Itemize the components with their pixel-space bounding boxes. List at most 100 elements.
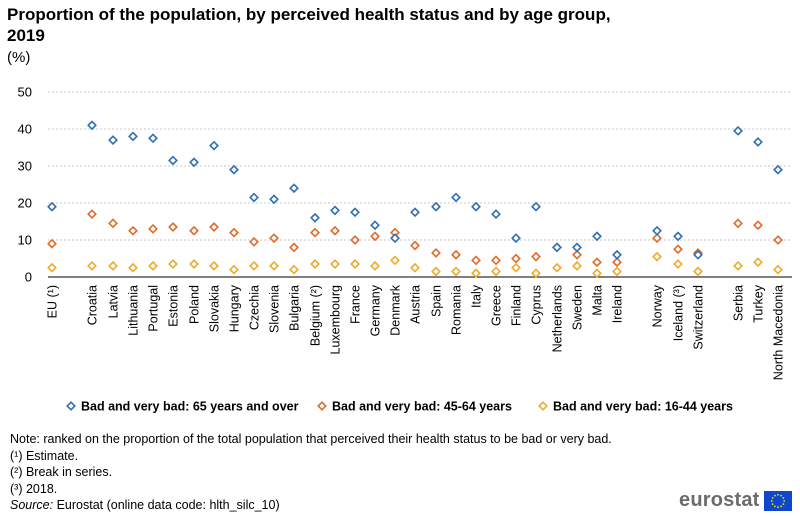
x-tick-label: EU (¹) [46,285,60,318]
data-point [249,260,259,271]
data-point [491,255,501,266]
data-point [269,194,279,205]
x-tick-label: Lithuania [127,285,141,336]
x-tick-label: Croatia [86,285,100,325]
data-point [229,227,239,238]
x-tick-label: Romania [450,285,464,335]
data-point [128,225,138,236]
data-point [733,260,743,271]
data-point [370,231,380,242]
data-point [209,140,219,151]
data-point [390,233,400,244]
data-point [531,268,541,279]
x-tick-label: Turkey [752,284,766,322]
flag-star [776,493,779,496]
data-point [289,242,299,253]
data-point [108,218,118,229]
y-tick-label: 50 [18,85,32,100]
footnote-2018: (³) 2018. [10,481,58,496]
x-tick-label: Luxembourg [329,285,343,355]
data-point [310,212,320,223]
x-tick-label: Belgium (²) [309,285,323,346]
x-tick-label: Poland [188,285,202,324]
data-point [269,233,279,244]
data-point [552,262,562,273]
data-point [673,244,683,255]
data-point [289,264,299,275]
flag-star [773,494,776,497]
y-tick-label: 0 [25,270,32,285]
flag-star [781,496,784,499]
source-line: Source: Eurostat (online data code: hlth… [10,497,612,514]
data-point [168,155,178,166]
data-point [410,207,420,218]
data-point [168,259,178,269]
data-point [87,120,97,131]
flag-star [779,494,782,497]
x-tick-label: Cyprus [530,285,544,325]
x-tick-label: Spain [430,285,444,317]
data-point [289,183,299,194]
data-point [733,218,743,229]
eurostat-wordmark: eurostat [679,489,760,511]
data-point [451,192,461,203]
source-label: Source: [10,498,54,513]
x-tick-label: Switzerland [692,285,706,350]
data-point [128,262,138,273]
data-point [693,249,703,260]
x-tick-label: Denmark [389,284,403,335]
data-point [108,260,118,271]
x-tick-label: Hungary [228,284,242,332]
data-point [310,259,320,269]
data-point [168,222,178,232]
data-point [612,266,622,277]
data-point [431,248,441,258]
data-point [471,268,481,279]
flag-star [771,496,774,499]
notes: Note: ranked on the proportion of the to… [10,431,612,514]
data-point [673,259,683,269]
data-point [552,242,562,253]
data-point [511,233,521,244]
x-tick-label: Sweden [571,285,585,330]
data-point [431,201,441,212]
data-point [108,135,118,146]
y-tick-label: 10 [18,233,32,248]
data-point [390,255,400,266]
legend-marker [538,401,548,411]
data-point [189,225,199,236]
data-point [652,225,662,236]
legend-marker [66,401,76,411]
data-point [310,227,320,238]
data-point [209,222,219,232]
data-point [410,262,420,273]
data-point [209,260,219,271]
data-point [451,266,461,277]
data-point [249,192,259,203]
data-point [47,238,57,249]
data-point [753,220,763,231]
x-tick-label: North Macedonia [772,285,786,380]
x-tick-label: Bulgaria [288,285,302,331]
data-point [229,164,239,175]
flag-star [771,502,774,505]
x-tick-label: Latvia [107,285,121,318]
x-tick-label: Italy [470,284,484,308]
flag-star [773,504,776,507]
data-point [189,259,199,269]
x-tick-label: Netherlands [551,285,565,352]
data-point [471,255,481,266]
data-point [592,257,602,268]
data-point [47,201,57,212]
data-point [531,251,541,262]
legend-label: Bad and very bad: 45-64 years [332,400,512,414]
legend-label: Bad and very bad: 16-44 years [553,400,733,414]
x-tick-label: France [349,285,363,324]
data-point [350,259,360,269]
flag-star [776,505,779,508]
x-tick-label: Czechia [248,285,262,330]
data-point [249,236,259,247]
x-tick-label: Malta [591,285,605,316]
data-point [572,242,582,253]
y-tick-label: 40 [18,122,32,137]
